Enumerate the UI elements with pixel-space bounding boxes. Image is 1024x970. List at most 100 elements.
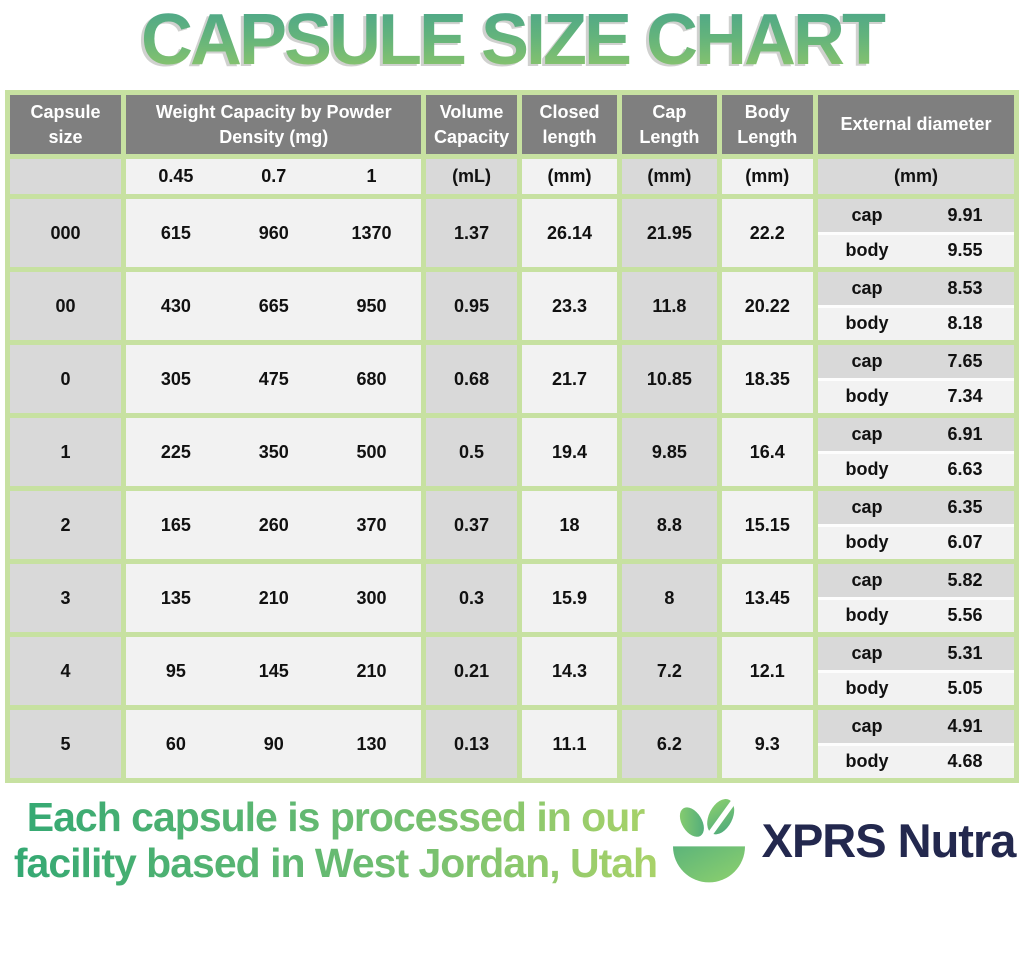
weight-values-cell: 615 960 1370 xyxy=(121,194,427,272)
unit-weight-densities: 0.45 0.7 1 xyxy=(121,154,427,199)
table-row: 4 95 145 210 0.21 14.3 7.2 12.1 cap 5.31 … xyxy=(4,632,1020,710)
closed-length-cell: 21.7 xyxy=(516,340,623,418)
header-closed-length: Closed length xyxy=(516,90,623,159)
brand-name: XPRS Nutra xyxy=(761,814,1017,868)
external-diameter-cell: cap 5.82 body 5.56 xyxy=(812,559,1020,637)
footer-tagline: Each capsule is processed in our facilit… xyxy=(8,795,663,887)
weight-values-cell: 430 665 950 xyxy=(121,267,427,345)
ext-cap-value: 5.31 xyxy=(947,642,983,663)
external-cap-row: cap 6.35 xyxy=(820,493,1012,527)
external-body-row: body 5.05 xyxy=(820,672,1012,703)
body-length-cell: 16.4 xyxy=(716,413,818,491)
closed-length-cell: 19.4 xyxy=(516,413,623,491)
external-body-row: body 6.07 xyxy=(820,526,1012,557)
header-capsule-size: Capsule size xyxy=(4,90,127,159)
ext-cap-value: 7.65 xyxy=(947,350,983,371)
external-diameter-cell: cap 8.53 body 8.18 xyxy=(812,267,1020,345)
external-diameter-cell: cap 4.91 body 4.68 xyxy=(812,705,1020,783)
brand-logo: XPRS Nutra xyxy=(663,796,1016,886)
ext-body-label: body xyxy=(845,459,889,480)
ext-body-value: 8.18 xyxy=(947,313,983,334)
capsule-size-cell: 2 xyxy=(4,486,127,564)
page-title: CAPSULE SIZE CHART xyxy=(0,4,1024,76)
table-unit-row: 0.45 0.7 1 (mL) (mm) (mm) (mm) (mm) xyxy=(4,154,1020,199)
ext-cap-value: 4.91 xyxy=(947,715,983,736)
header-weight-capacity: Weight Capacity by Powder Density (mg) xyxy=(121,90,427,159)
ext-body-value: 6.63 xyxy=(947,459,983,480)
unit-volume: (mL) xyxy=(421,154,522,199)
external-diameter-cell: cap 6.91 body 6.63 xyxy=(812,413,1020,491)
ext-cap-label: cap xyxy=(851,423,883,444)
table-header-row: Capsule size Weight Capacity by Powder D… xyxy=(4,90,1020,159)
weight-07: 475 xyxy=(258,368,289,389)
external-body-row: body 4.68 xyxy=(820,745,1012,776)
weight-07: 960 xyxy=(258,222,289,243)
ext-body-label: body xyxy=(845,386,889,407)
body-length-cell: 12.1 xyxy=(716,632,818,710)
external-cap-row: cap 7.65 xyxy=(820,347,1012,381)
weight-1: 130 xyxy=(356,733,387,754)
table-row: 0 305 475 680 0.68 21.7 10.85 18.35 cap 7… xyxy=(4,340,1020,418)
weight-045: 225 xyxy=(160,441,191,462)
volume-cell: 0.13 xyxy=(421,705,522,783)
ext-body-label: body xyxy=(845,605,889,626)
unit-external: (mm) xyxy=(812,154,1020,199)
table-row: 3 135 210 300 0.3 15.9 8 13.45 cap 5.82 b… xyxy=(4,559,1020,637)
external-cap-row: cap 5.31 xyxy=(820,639,1012,673)
external-cap-row: cap 8.53 xyxy=(820,274,1012,308)
closed-length-cell: 26.14 xyxy=(516,194,623,272)
capsule-size-cell: 000 xyxy=(4,194,127,272)
tagline-line2: facility based in West Jordan, Utah xyxy=(13,839,658,886)
closed-length-cell: 18 xyxy=(516,486,623,564)
table-row: 1 225 350 500 0.5 19.4 9.85 16.4 cap 6.91… xyxy=(4,413,1020,491)
capsule-size-cell: 4 xyxy=(4,632,127,710)
volume-cell: 0.68 xyxy=(421,340,522,418)
cap-length-cell: 9.85 xyxy=(617,413,722,491)
weight-07: 145 xyxy=(258,660,289,681)
volume-cell: 0.3 xyxy=(421,559,522,637)
unit-density-1: 1 xyxy=(366,166,377,186)
volume-cell: 0.21 xyxy=(421,632,522,710)
volume-cell: 0.5 xyxy=(421,413,522,491)
weight-values-cell: 60 90 130 xyxy=(121,705,427,783)
ext-cap-label: cap xyxy=(851,496,883,517)
weight-1: 210 xyxy=(356,660,387,681)
ext-cap-value: 9.91 xyxy=(947,204,983,225)
weight-1: 500 xyxy=(356,441,387,462)
ext-cap-label: cap xyxy=(851,204,883,225)
ext-body-label: body xyxy=(845,678,889,699)
cap-length-cell: 10.85 xyxy=(617,340,722,418)
weight-045: 95 xyxy=(165,660,186,681)
external-diameter-cell: cap 5.31 body 5.05 xyxy=(812,632,1020,710)
external-body-row: body 8.18 xyxy=(820,307,1012,338)
cap-length-cell: 11.8 xyxy=(617,267,722,345)
external-cap-row: cap 5.82 xyxy=(820,566,1012,600)
external-diameter-cell: cap 9.91 body 9.55 xyxy=(812,194,1020,272)
weight-07: 260 xyxy=(258,514,289,535)
weight-07: 665 xyxy=(258,295,289,316)
unit-density-045: 0.45 xyxy=(158,166,194,186)
header-body-length: Body Length xyxy=(716,90,818,159)
external-diameter-cell: cap 7.65 body 7.34 xyxy=(812,340,1020,418)
ext-cap-label: cap xyxy=(851,350,883,371)
unit-density-07: 0.7 xyxy=(261,166,287,186)
capsule-size-cell: 3 xyxy=(4,559,127,637)
ext-cap-label: cap xyxy=(851,715,883,736)
weight-045: 165 xyxy=(160,514,191,535)
weight-values-cell: 95 145 210 xyxy=(121,632,427,710)
capsule-size-cell: 00 xyxy=(4,267,127,345)
ext-body-value: 7.34 xyxy=(947,386,983,407)
external-body-row: body 9.55 xyxy=(820,234,1012,265)
body-length-cell: 22.2 xyxy=(716,194,818,272)
ext-body-label: body xyxy=(845,240,889,261)
ext-body-label: body xyxy=(845,751,889,772)
body-length-cell: 15.15 xyxy=(716,486,818,564)
body-length-cell: 20.22 xyxy=(716,267,818,345)
ext-cap-value: 5.82 xyxy=(947,569,983,590)
external-cap-row: cap 9.91 xyxy=(820,201,1012,235)
capsule-size-table: Capsule size Weight Capacity by Powder D… xyxy=(4,90,1020,783)
volume-cell: 0.95 xyxy=(421,267,522,345)
capsule-size-cell: 1 xyxy=(4,413,127,491)
weight-045: 430 xyxy=(160,295,191,316)
capsule-size-cell: 5 xyxy=(4,705,127,783)
